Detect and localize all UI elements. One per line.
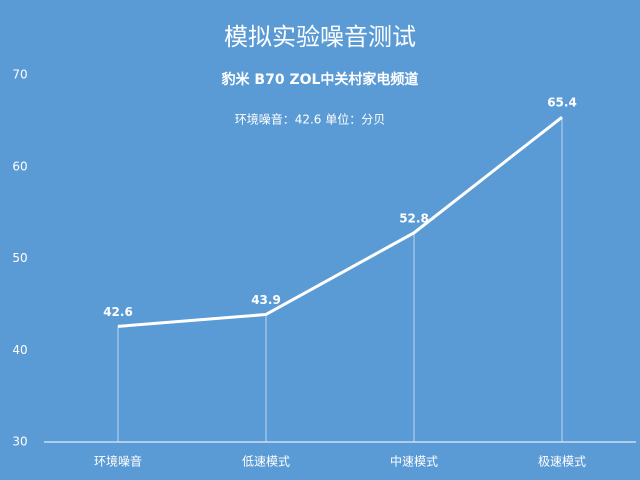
y-tick-label: 40 (12, 343, 27, 357)
x-tick-label: 低速模式 (242, 455, 290, 469)
chart-title: 模拟实验噪音测试 (224, 23, 416, 51)
y-tick-label: 60 (12, 159, 27, 173)
y-tick-label: 50 (12, 251, 27, 265)
data-label: 52.8 (399, 211, 429, 225)
annotation: 环境噪音：42.6 单位：分贝 (235, 112, 386, 127)
x-tick-label: 中速模式 (390, 454, 438, 469)
data-label: 43.9 (251, 293, 281, 307)
x-tick-label: 极速模式 (538, 455, 586, 469)
line (117, 116, 563, 328)
y-tick-label: 30 (12, 435, 27, 449)
y-tick-label: 70 (12, 68, 27, 82)
data-label: 42.6 (103, 305, 133, 319)
data-label: 65.4 (547, 96, 577, 110)
chart-subtitle: 豹米 B70 ZOL中关村家电频道 (221, 71, 419, 88)
x-tick-label: 环境噪音 (94, 454, 142, 469)
